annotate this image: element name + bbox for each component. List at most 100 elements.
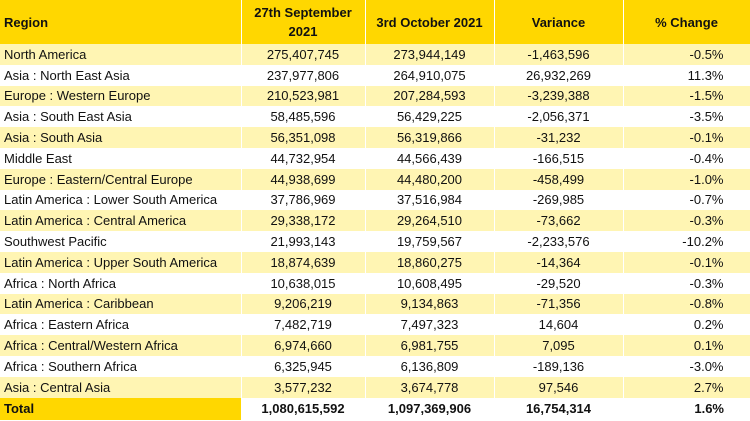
pct-change-cell: -10.2% bbox=[623, 231, 750, 252]
variance-cell: -166,515 bbox=[494, 147, 624, 169]
region-cell: North America bbox=[0, 44, 242, 65]
sep-value-cell: 9,206,219 bbox=[241, 293, 366, 315]
region-cell: Latin America : Upper South America bbox=[0, 251, 242, 273]
pct-change-cell: -1.5% bbox=[623, 85, 750, 107]
variance-cell: -73,662 bbox=[494, 210, 624, 232]
total-oct: 1,097,369,906 bbox=[365, 397, 494, 420]
variance-cell: 26,932,269 bbox=[494, 64, 624, 86]
oct-value-cell: 19,759,567 bbox=[365, 231, 495, 252]
sep-value-cell: 237,977,806 bbox=[241, 64, 366, 86]
sep-value-cell: 37,786,969 bbox=[241, 189, 366, 211]
variance-cell: -31,232 bbox=[494, 127, 624, 148]
sep-value-cell: 6,974,660 bbox=[241, 335, 366, 356]
table-row: Africa : North Africa 10,638,015 10,608,49… bbox=[0, 272, 750, 294]
region-cell: Latin America : Lower South America bbox=[0, 189, 242, 211]
region-cell: Africa : Central/Western Africa bbox=[0, 335, 242, 356]
header-pct-change: % Change bbox=[623, 0, 750, 44]
sep-value-cell: 58,485,596 bbox=[241, 106, 366, 128]
sep-value-cell: 21,993,143 bbox=[241, 231, 366, 252]
region-cell: Latin America : Central America bbox=[0, 210, 242, 232]
region-cell: Latin America : Caribbean bbox=[0, 293, 242, 315]
region-cell: Asia : South East Asia bbox=[0, 106, 242, 128]
pct-change-cell: -0.3% bbox=[623, 210, 750, 232]
total-variance: 16,754,314 bbox=[494, 397, 623, 420]
table-row: Latin America : Caribbean 9,206,219 9,134,… bbox=[0, 293, 750, 315]
table-row: Africa : Central/Western Africa 6,974,660… bbox=[0, 335, 750, 356]
total-label: Total bbox=[0, 397, 241, 420]
variance-cell: -71,356 bbox=[494, 293, 624, 315]
region-cell: Asia : North East Asia bbox=[0, 64, 242, 86]
variance-cell: -2,056,371 bbox=[494, 106, 624, 128]
variance-cell: -269,985 bbox=[494, 189, 624, 211]
region-cell: Africa : Eastern Africa bbox=[0, 314, 242, 336]
table-row: Latin America : Central America 29,338,17… bbox=[0, 210, 750, 232]
oct-value-cell: 7,497,323 bbox=[365, 314, 495, 336]
region-cell: Europe : Eastern/Central Europe bbox=[0, 168, 242, 190]
pct-change-cell: -0.5% bbox=[623, 44, 750, 65]
pct-change-cell: -0.1% bbox=[623, 127, 750, 148]
sep-value-cell: 44,732,954 bbox=[241, 147, 366, 169]
pct-change-cell: 0.1% bbox=[623, 335, 750, 356]
oct-value-cell: 3,674,778 bbox=[365, 376, 495, 398]
oct-value-cell: 37,516,984 bbox=[365, 189, 495, 211]
variance-cell: -2,233,576 bbox=[494, 231, 624, 252]
variance-cell: -3,239,388 bbox=[494, 85, 624, 107]
sep-value-cell: 56,351,098 bbox=[241, 127, 366, 148]
table-row: Asia : Central Asia 3,577,232 3,674,778 97,… bbox=[0, 376, 750, 398]
oct-value-cell: 264,910,075 bbox=[365, 64, 495, 86]
pct-change-cell: -0.4% bbox=[623, 147, 750, 169]
table-row: Middle East 44,732,954 44,566,439 -166,515-… bbox=[0, 147, 750, 169]
oct-value-cell: 44,566,439 bbox=[365, 147, 495, 169]
oct-value-cell: 207,284,593 bbox=[365, 85, 495, 107]
table-header-row: Region 27th September 2021 3rd October 2… bbox=[0, 0, 750, 44]
table-row: Africa : Eastern Africa 7,482,719 7,497,32… bbox=[0, 314, 750, 336]
variance-cell: -14,364 bbox=[494, 251, 624, 273]
sep-value-cell: 44,938,699 bbox=[241, 168, 366, 190]
pct-change-cell: -3.5% bbox=[623, 106, 750, 128]
oct-value-cell: 6,981,755 bbox=[365, 335, 495, 356]
pct-change-cell: -0.1% bbox=[623, 251, 750, 273]
sep-value-cell: 18,874,639 bbox=[241, 251, 366, 273]
variance-cell: -458,499 bbox=[494, 168, 624, 190]
sep-value-cell: 6,325,945 bbox=[241, 355, 366, 377]
variance-cell: 14,604 bbox=[494, 314, 624, 336]
pct-change-cell: -1.0% bbox=[623, 168, 750, 190]
total-pct: 1.6% bbox=[623, 397, 750, 420]
table-row: Latin America : Lower South America 37,78… bbox=[0, 189, 750, 211]
pct-change-cell: -0.8% bbox=[623, 293, 750, 315]
oct-value-cell: 18,860,275 bbox=[365, 251, 495, 273]
variance-cell: 97,546 bbox=[494, 376, 624, 398]
sep-value-cell: 210,523,981 bbox=[241, 85, 366, 107]
variance-cell: 7,095 bbox=[494, 335, 624, 356]
region-cell: Asia : South Asia bbox=[0, 127, 242, 148]
region-cell: Asia : Central Asia bbox=[0, 376, 242, 398]
variance-cell: -29,520 bbox=[494, 272, 624, 294]
header-oct-2021: 3rd October 2021 bbox=[365, 0, 495, 44]
oct-value-cell: 9,134,863 bbox=[365, 293, 495, 315]
table-row: Europe : Eastern/Central Europe 44,938,69… bbox=[0, 168, 750, 190]
oct-value-cell: 44,480,200 bbox=[365, 168, 495, 190]
sep-value-cell: 7,482,719 bbox=[241, 314, 366, 336]
table-row: Latin America : Upper South America 18,87… bbox=[0, 251, 750, 273]
oct-value-cell: 29,264,510 bbox=[365, 210, 495, 232]
total-row: Total 1,080,615,592 1,097,369,906 16,754… bbox=[0, 397, 750, 420]
oct-value-cell: 10,608,495 bbox=[365, 272, 495, 294]
table-row: North America 275,407,745 273,944,149 -1,46… bbox=[0, 44, 750, 65]
pct-change-cell: -3.0% bbox=[623, 355, 750, 377]
sep-value-cell: 3,577,232 bbox=[241, 376, 366, 398]
region-cell: Africa : North Africa bbox=[0, 272, 242, 294]
table-row: Africa : Southern Africa 6,325,945 6,136,8… bbox=[0, 355, 750, 377]
pct-change-cell: 2.7% bbox=[623, 376, 750, 398]
table-row: Asia : North East Asia 237,977,806 264,910… bbox=[0, 64, 750, 86]
sep-value-cell: 10,638,015 bbox=[241, 272, 366, 294]
pct-change-cell: -0.7% bbox=[623, 189, 750, 211]
table-row: Asia : South Asia 56,351,098 56,319,866 -31… bbox=[0, 127, 750, 148]
oct-value-cell: 273,944,149 bbox=[365, 44, 495, 65]
variance-cell: -189,136 bbox=[494, 355, 624, 377]
pct-change-cell: -0.3% bbox=[623, 272, 750, 294]
region-cell: Europe : Western Europe bbox=[0, 85, 242, 107]
sep-value-cell: 29,338,172 bbox=[241, 210, 366, 232]
variance-cell: -1,463,596 bbox=[494, 44, 624, 65]
pct-change-cell: 11.3% bbox=[623, 64, 750, 86]
